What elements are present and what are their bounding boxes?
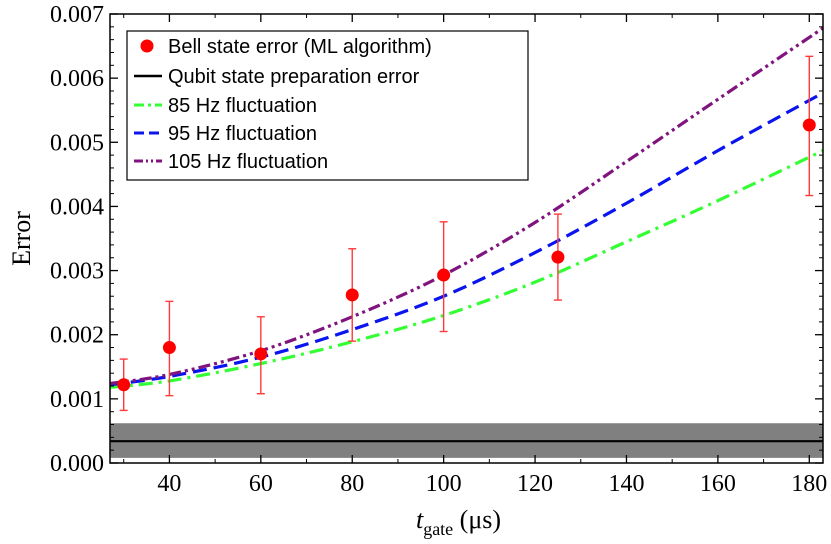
plot-frame — [109, 13, 824, 464]
x-axis-title: tgate (μs) — [416, 505, 501, 539]
curve-105hz — [109, 26, 824, 386]
data-point — [551, 250, 565, 264]
data-point — [117, 378, 131, 392]
x-axis-title-main: t — [416, 505, 424, 534]
y-tick-label: 0.002 — [50, 323, 104, 349]
legend-label-prep-error: Qubit state preparation error — [168, 66, 420, 88]
x-tick-label: 80 — [340, 471, 364, 497]
x-tick-label: 40 — [157, 471, 181, 497]
y-axis-title: Error — [7, 211, 36, 266]
data-point — [254, 347, 268, 361]
data-point — [345, 288, 359, 302]
x-tick-label: 100 — [426, 471, 462, 497]
y-tick-label: 0.001 — [50, 387, 104, 413]
x-tick-label: 140 — [608, 471, 644, 497]
x-axis-title-unit: (μs) — [453, 505, 501, 534]
legend-label-bell-state: Bell state error (ML algorithm) — [168, 36, 432, 58]
data-point — [437, 268, 451, 282]
y-tick-label: 0.004 — [50, 194, 104, 220]
x-tick-label: 60 — [249, 471, 273, 497]
y-tick-label: 0.006 — [50, 66, 104, 92]
legend-label-95hz: 95 Hz fluctuation — [168, 123, 317, 145]
data-point — [802, 118, 816, 132]
curve-85hz — [109, 149, 824, 389]
y-tick-label: 0.000 — [50, 451, 104, 477]
x-tick-label: 160 — [700, 471, 736, 497]
y-tick-label: 0.003 — [50, 259, 104, 285]
legend-label-85hz: 85 Hz fluctuation — [168, 95, 317, 117]
legend-box — [126, 30, 529, 181]
legend: Bell state error (ML algorithm) Qubit st… — [126, 30, 529, 181]
curve-95hz — [109, 91, 824, 387]
legend-marker-bell-state — [140, 39, 154, 53]
x-tick-label: 180 — [791, 471, 827, 497]
x-tick-label: 120 — [517, 471, 553, 497]
y-tick-label: 0.007 — [50, 2, 104, 28]
x-axis-title-subscript: gate — [423, 519, 453, 539]
legend-label-105hz: 105 Hz fluctuation — [168, 151, 328, 173]
y-tick-label: 0.005 — [50, 130, 104, 156]
data-point — [162, 341, 176, 355]
